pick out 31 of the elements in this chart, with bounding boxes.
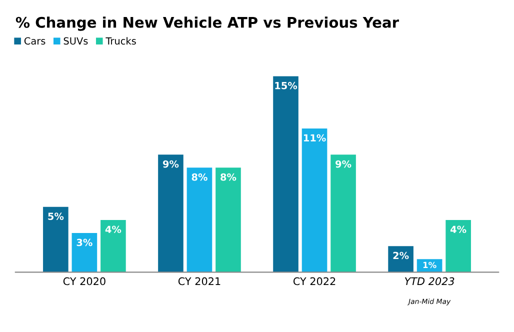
data-label: 8% [220, 173, 236, 181]
data-label: 3% [76, 238, 92, 246]
chart-title: % Change in New Vehicle ATP vs Previous Year [16, 16, 399, 31]
bar [72, 233, 98, 272]
data-label: 9% [162, 160, 179, 168]
data-label: 1% [423, 262, 436, 268]
bar [43, 206, 68, 272]
data-label: 9% [336, 160, 352, 168]
data-label: 15% [275, 82, 298, 90]
bar [216, 168, 241, 272]
bar [100, 220, 126, 272]
bar [388, 246, 414, 272]
data-label: 2% [393, 252, 409, 260]
x-tick-label: CY 2020 [63, 277, 106, 286]
legend-label: Trucks [106, 37, 136, 45]
data-label: 4% [105, 226, 122, 234]
legend-label: Cars [24, 37, 46, 45]
bar [446, 220, 471, 272]
data-label: 11% [304, 134, 326, 142]
x-tick-label: CY 2021 [178, 277, 220, 286]
data-label: 5% [48, 212, 64, 220]
x-tick-label: CY 2022 [293, 277, 336, 286]
bar [330, 154, 356, 272]
bar [302, 128, 328, 272]
x-tick-label: YTD 2023 [404, 277, 454, 286]
bar [158, 154, 184, 272]
bar [273, 76, 298, 272]
data-label: 4% [450, 226, 466, 234]
bar [186, 168, 212, 272]
legend-label: SUVs [64, 37, 88, 45]
data-label: 8% [192, 173, 208, 181]
